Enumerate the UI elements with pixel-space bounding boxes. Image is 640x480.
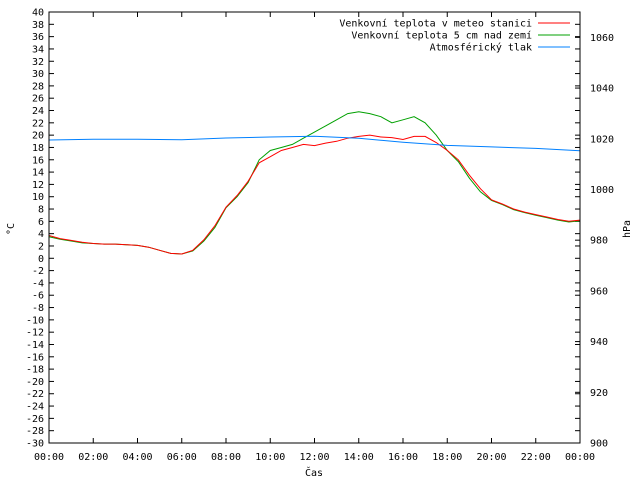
x-tick-label: 00:00 (565, 452, 595, 463)
x-tick-label: 02:00 (78, 452, 108, 463)
y-tick-label: 32 (32, 57, 44, 68)
x-tick-label: 00:00 (34, 452, 64, 463)
y-tick-label: -8 (32, 303, 44, 314)
y-tick-label: -22 (26, 389, 44, 400)
y-tick-label: 14 (32, 168, 44, 179)
y-tick-label: 38 (32, 20, 44, 31)
legend-label: Venkovní teplota 5 cm nad zemí (351, 30, 532, 42)
x-tick-label: 08:00 (211, 452, 241, 463)
x-tick-label: 22:00 (521, 452, 551, 463)
x-tick-label: 14:00 (344, 452, 374, 463)
y2-axis-ticks: 900 920 940 960 980 1000 1020 1040 1060 (575, 33, 614, 450)
x-axis-ticks: 00:00 02:00 04:00 06:00 08:00 10:00 12:00 14:00… (34, 12, 595, 463)
y-tick-label: 12 (32, 180, 44, 191)
x-tick-label: 04:00 (122, 452, 152, 463)
x-tick-label: 10:00 (255, 452, 285, 463)
legend-label: Venkovní teplota v meteo stanici (339, 18, 532, 30)
y2-axis-label: hPa (622, 220, 633, 238)
x-tick-label: 16:00 (388, 452, 418, 463)
y2-tick-label: 920 (590, 388, 608, 399)
y-tick-label: -4 (32, 278, 44, 289)
y-tick-label: 24 (32, 106, 44, 117)
y-tick-label: -28 (26, 426, 44, 437)
y-tick-label: -10 (26, 315, 44, 326)
y-tick-label: 36 (32, 32, 44, 43)
series-line-0 (48, 134, 581, 255)
y-tick-label: 6 (38, 217, 44, 228)
y-tick-label: 0 (38, 254, 44, 265)
y-tick-label: 30 (32, 69, 44, 80)
y-tick-label: 20 (32, 131, 44, 142)
plot-frame (48, 11, 581, 444)
y-tick-label: 2 (38, 241, 44, 252)
y2-tick-label: 980 (590, 236, 608, 247)
y2-tick-label: 900 (590, 439, 608, 450)
y-tick-label: 22 (32, 118, 44, 129)
y2-tick-label: 1000 (590, 185, 614, 196)
y2-tick-label: 1060 (590, 33, 614, 44)
y2-tick-label: 1040 (590, 84, 614, 95)
legend-label: Atmosférický tlak (430, 42, 532, 54)
y-tick-label: 8 (38, 205, 44, 216)
x-axis-label: Čas (305, 466, 323, 479)
y-axis-label: °C (6, 223, 17, 235)
y-tick-label: 18 (32, 143, 44, 154)
y-tick-label: -12 (26, 328, 44, 339)
y-tick-label: -26 (26, 414, 44, 425)
series-line-2 (48, 135, 581, 152)
y2-tick-label: 960 (590, 286, 608, 297)
y-tick-label: -6 (32, 291, 44, 302)
legend: Venkovní teplota v meteo staniciVenkovní… (339, 18, 570, 54)
y-tick-label: -20 (26, 377, 44, 388)
y2-tick-label: 1020 (590, 134, 614, 145)
y-tick-label: 16 (32, 155, 44, 166)
y-tick-label: -30 (26, 439, 44, 450)
y-tick-label: 4 (38, 229, 44, 240)
x-tick-label: 12:00 (299, 452, 329, 463)
y2-tick-label: 940 (590, 337, 608, 348)
y-tick-label: 40 (32, 8, 44, 19)
y-tick-label: -18 (26, 365, 44, 376)
series-lines (48, 111, 581, 255)
series-line-1 (48, 111, 581, 255)
y-tick-label: -24 (26, 402, 44, 413)
y-tick-label: -14 (26, 340, 44, 351)
x-tick-label: 06:00 (167, 452, 197, 463)
x-tick-label: 18:00 (432, 452, 462, 463)
y-tick-label: 28 (32, 81, 44, 92)
y-axis-ticks: -30-28-26-24-22-20-18-16-14-12-10-8-6-4-… (26, 8, 580, 450)
y-tick-label: 26 (32, 94, 44, 105)
y-tick-label: -16 (26, 352, 44, 363)
y-tick-label: 10 (32, 192, 44, 203)
x-tick-label: 20:00 (476, 452, 506, 463)
y-tick-label: -2 (32, 266, 44, 277)
y-tick-label: 34 (32, 44, 44, 55)
